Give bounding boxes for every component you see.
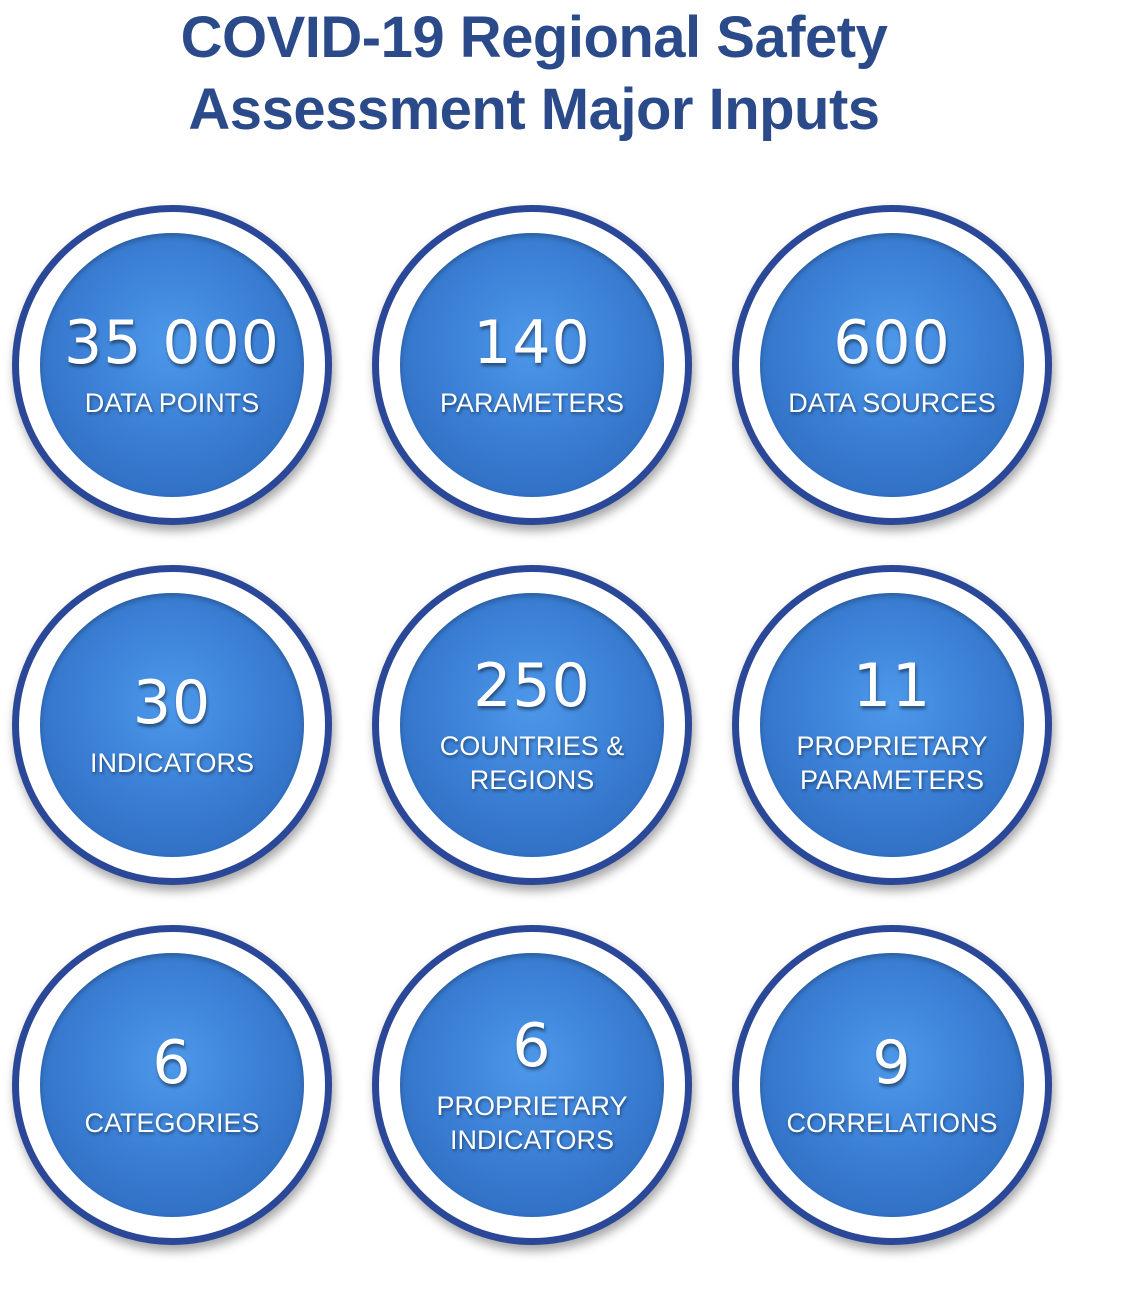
stat-badge-proprietary-indicators: 6 PROPRIETARY INDICATORS xyxy=(372,925,692,1245)
stat-circle: 35 000 DATA POINTS xyxy=(40,233,304,497)
stat-badge-indicators: 30 INDICATORS xyxy=(12,565,332,885)
stat-label: PROPRIETARY PARAMETERS xyxy=(796,731,988,795)
stat-value: 140 xyxy=(473,308,591,378)
stat-value: 600 xyxy=(833,308,951,378)
stat-value: 35 000 xyxy=(64,308,280,378)
stat-badge-parameters: 140 PARAMETERS xyxy=(372,205,692,525)
stat-value: 11 xyxy=(852,651,932,721)
stat-circle: 250 COUNTRIES & REGIONS xyxy=(400,593,664,857)
stat-value: 9 xyxy=(872,1028,912,1098)
stat-value: 250 xyxy=(473,651,591,721)
stat-circle: 9 CORRELATIONS xyxy=(760,953,1024,1217)
stat-badge-data-points: 35 000 DATA POINTS xyxy=(12,205,332,525)
stat-label: PROPRIETARY INDICATORS xyxy=(436,1091,628,1155)
stat-circle: 11 PROPRIETARY PARAMETERS xyxy=(760,593,1024,857)
stat-label: DATA SOURCES xyxy=(788,388,996,418)
stat-label: INDICATORS xyxy=(89,748,255,778)
page-title: COVID-19 Regional Safety Assessment Majo… xyxy=(0,2,1068,146)
stat-badge-correlations: 9 CORRELATIONS xyxy=(732,925,1052,1245)
stat-value: 30 xyxy=(132,668,212,738)
stat-value: 6 xyxy=(152,1028,192,1098)
title-line-2: Assessment Major Inputs xyxy=(188,77,880,142)
stat-badge-countries-regions: 250 COUNTRIES & REGIONS xyxy=(372,565,692,885)
stat-circle: 30 INDICATORS xyxy=(40,593,304,857)
stat-badge-categories: 6 CATEGORIES xyxy=(12,925,332,1245)
stat-circle: 6 PROPRIETARY INDICATORS xyxy=(400,953,664,1217)
stat-label: PARAMETERS xyxy=(439,388,625,418)
stat-label: COUNTRIES & REGIONS xyxy=(439,731,625,795)
stat-value: 6 xyxy=(512,1011,552,1081)
stat-label: CATEGORIES xyxy=(84,1108,260,1138)
stat-label: DATA POINTS xyxy=(84,388,260,418)
title-line-1: COVID-19 Regional Safety xyxy=(180,5,888,70)
stat-circle: 6 CATEGORIES xyxy=(40,953,304,1217)
stat-circle: 600 DATA SOURCES xyxy=(760,233,1024,497)
stat-badge-data-sources: 600 DATA SOURCES xyxy=(732,205,1052,525)
stat-circle: 140 PARAMETERS xyxy=(400,233,664,497)
stat-badge-proprietary-parameters: 11 PROPRIETARY PARAMETERS xyxy=(732,565,1052,885)
stat-label: CORRELATIONS xyxy=(786,1108,998,1138)
